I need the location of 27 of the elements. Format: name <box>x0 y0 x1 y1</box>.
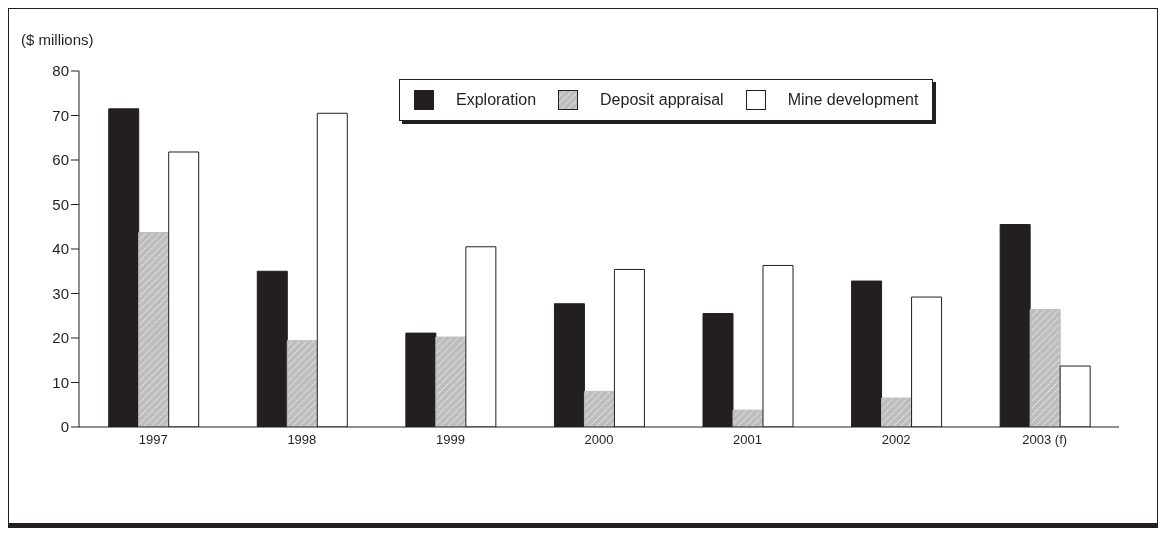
y-tick-label: 80 <box>52 62 69 80</box>
legend-label: Exploration <box>456 91 537 109</box>
bar <box>1029 309 1061 427</box>
x-tick-label: 2003 (f) <box>1022 432 1068 448</box>
y-tick-label: 50 <box>52 195 69 213</box>
y-axis-title: ($ millions) <box>21 31 94 48</box>
bar <box>583 390 615 427</box>
y-tick-label: 0 <box>60 418 69 436</box>
x-tick-label: 2002 <box>881 432 911 448</box>
y-tick-label: 20 <box>52 329 69 347</box>
bar <box>732 409 764 427</box>
legend-label: Deposit appraisal <box>600 91 724 109</box>
bar <box>435 336 467 427</box>
bar <box>286 340 318 427</box>
x-tick-label: 1998 <box>287 432 317 448</box>
x-tick-label: 1997 <box>138 432 168 448</box>
y-tick-label: 30 <box>52 284 69 302</box>
y-tick-label: 60 <box>52 151 69 169</box>
y-tick-label: 10 <box>52 373 69 391</box>
y-tick-label: 70 <box>52 106 69 124</box>
x-tick-label: 1999 <box>435 432 465 448</box>
x-tick-label: 2000 <box>584 432 614 448</box>
bar <box>138 232 170 427</box>
x-tick-label: 2001 <box>733 432 763 448</box>
y-tick-label: 40 <box>52 240 69 258</box>
legend-label: Mine development <box>787 91 919 109</box>
bar <box>881 397 913 427</box>
